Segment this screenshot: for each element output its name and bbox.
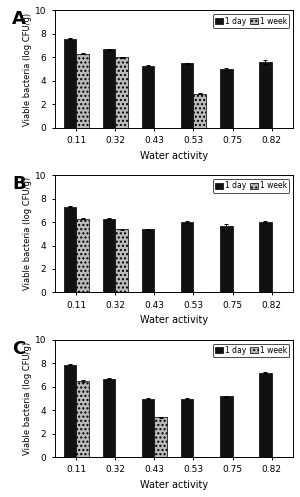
Bar [142, 399, 155, 457]
Bar [142, 229, 155, 292]
X-axis label: Water activity: Water activity [140, 315, 208, 326]
Bar [220, 69, 233, 128]
X-axis label: Water activity: Water activity [140, 480, 208, 490]
X-axis label: Water activity: Water activity [140, 151, 208, 161]
Bar [259, 373, 272, 457]
Text: C: C [12, 340, 25, 358]
Bar [181, 63, 194, 128]
Bar [64, 207, 76, 292]
Bar [103, 49, 115, 128]
Bar [259, 222, 272, 292]
Legend: 1 day, 1 week: 1 day, 1 week [213, 179, 289, 193]
Y-axis label: Viable bacteria (log CFU/g): Viable bacteria (log CFU/g) [23, 342, 32, 455]
Bar [64, 364, 76, 457]
Y-axis label: Viable bacteria (log CFU/g): Viable bacteria (log CFU/g) [23, 12, 32, 126]
Bar [194, 94, 206, 128]
Legend: 1 day, 1 week: 1 day, 1 week [213, 14, 289, 28]
Bar [142, 66, 155, 128]
Text: A: A [12, 10, 26, 28]
Bar [154, 417, 167, 457]
Bar [181, 222, 194, 292]
Bar [220, 226, 233, 292]
Bar [64, 39, 76, 128]
Bar [103, 219, 115, 292]
Bar [115, 229, 128, 292]
Bar [259, 62, 272, 128]
Bar [103, 379, 115, 457]
Bar [76, 54, 89, 128]
Bar [220, 396, 233, 457]
Legend: 1 day, 1 week: 1 day, 1 week [213, 344, 289, 357]
Text: B: B [12, 175, 26, 193]
Bar [115, 57, 128, 128]
Y-axis label: Viable bacteria (log CFU/g): Viable bacteria (log CFU/g) [23, 177, 32, 290]
Bar [76, 219, 89, 292]
Bar [76, 381, 89, 457]
Bar [181, 399, 194, 457]
